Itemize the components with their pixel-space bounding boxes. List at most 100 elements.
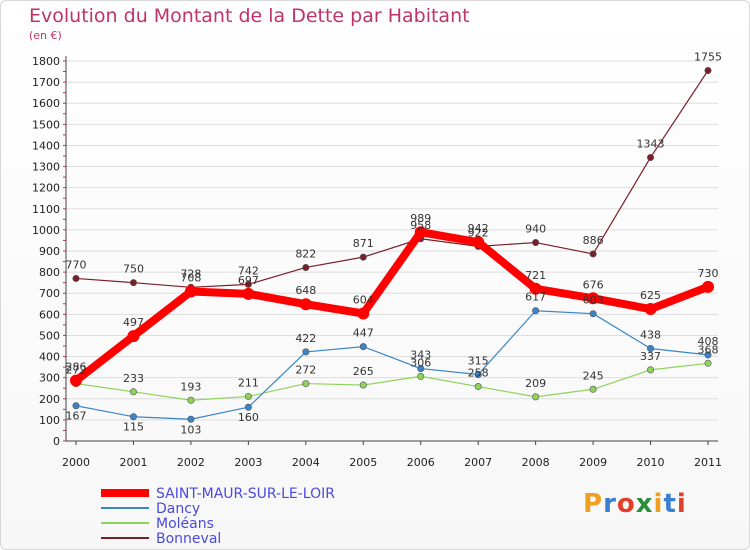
data-point [532, 393, 540, 401]
data-point [129, 388, 137, 396]
data-label: 209 [525, 377, 546, 390]
data-label: 211 [238, 376, 259, 389]
data-label: 115 [123, 421, 144, 434]
data-point [187, 396, 195, 404]
data-label: 447 [353, 327, 374, 340]
data-label: 942 [468, 222, 489, 235]
data-label: 822 [295, 247, 316, 260]
logo-letter: t [663, 489, 677, 519]
data-point [299, 298, 312, 311]
data-point [127, 330, 140, 343]
data-point [359, 381, 367, 389]
data-point [647, 366, 655, 374]
data-point [647, 153, 655, 161]
series-line [75, 310, 709, 420]
data-point [302, 263, 310, 271]
logo-letter: i [676, 489, 687, 519]
data-point [472, 236, 485, 249]
x-tick-label: 2001 [119, 456, 147, 469]
chart-subtitle: (en €) [29, 29, 62, 42]
x-tick-label: 2005 [349, 456, 377, 469]
y-tick-label: 1500 [32, 118, 60, 131]
data-point [302, 380, 310, 388]
data-point [244, 403, 252, 411]
data-label: 625 [640, 289, 661, 302]
data-point [647, 345, 655, 353]
x-tick-label: 2002 [177, 456, 205, 469]
data-point [242, 287, 255, 300]
data-label: 676 [583, 278, 604, 291]
legend-label: Dancy [156, 501, 200, 517]
x-tick-label: 2011 [694, 456, 722, 469]
x-tick-label: 2004 [292, 456, 320, 469]
x-tick-label: 2006 [407, 456, 435, 469]
data-point [129, 279, 137, 287]
data-label: 728 [180, 267, 201, 280]
data-label: 306 [410, 356, 431, 369]
data-point [417, 372, 425, 380]
data-point [702, 280, 714, 293]
y-tick-label: 1300 [32, 161, 60, 174]
data-point [587, 292, 600, 305]
data-point [704, 67, 712, 75]
series-line [75, 362, 709, 401]
data-point [302, 348, 310, 356]
data-label: 272 [66, 364, 87, 377]
data-point [70, 374, 82, 387]
data-point [359, 343, 367, 351]
data-point [244, 280, 252, 288]
data-label: 604 [353, 293, 374, 306]
logo-letter: o [616, 489, 636, 519]
data-point [704, 359, 712, 367]
proxiti-logo: Proxiti [583, 489, 687, 519]
x-tick-label: 2000 [62, 456, 90, 469]
data-label: 368 [698, 343, 719, 356]
y-tick-label: 300 [39, 372, 60, 385]
x-tick-label: 2009 [579, 456, 607, 469]
data-label: 922 [468, 226, 489, 239]
x-tick-label: 2010 [637, 456, 665, 469]
y-tick-label: 100 [39, 414, 60, 427]
data-label: 160 [238, 411, 259, 424]
data-label: 958 [410, 219, 431, 232]
data-point [532, 307, 540, 315]
data-label: 721 [525, 269, 546, 282]
series-line [75, 70, 709, 288]
data-label: 286 [66, 361, 87, 374]
data-label: 193 [180, 380, 201, 393]
data-label: 265 [353, 365, 374, 378]
legend-label: Moléans [156, 516, 214, 532]
legend-label: SAINT-MAUR-SUR-LE-LOIR [156, 486, 335, 502]
logo-letter: i [653, 489, 664, 519]
data-label: 1343 [637, 137, 665, 150]
logo-letter: x [635, 489, 654, 519]
data-point [72, 274, 80, 282]
data-label: 438 [640, 329, 661, 342]
data-point [414, 226, 427, 239]
data-label: 167 [66, 410, 87, 423]
data-label: 697 [238, 274, 259, 287]
data-point [704, 351, 712, 359]
data-point [244, 392, 252, 400]
data-point [359, 253, 367, 261]
data-label: 648 [295, 284, 316, 297]
y-tick-label: 1200 [32, 182, 60, 195]
data-point [474, 383, 482, 391]
data-label: 258 [468, 367, 489, 380]
data-point [532, 239, 540, 247]
data-label: 245 [583, 369, 604, 382]
data-label: 343 [410, 349, 431, 362]
x-tick-label: 2008 [522, 456, 550, 469]
data-point [129, 413, 137, 421]
data-label: 315 [468, 355, 489, 368]
logo-letter: P [583, 489, 604, 519]
x-tick-label: 2003 [234, 456, 262, 469]
data-label: 886 [583, 234, 604, 247]
data-label: 770 [66, 258, 87, 271]
data-point [589, 310, 597, 318]
data-label: 617 [525, 291, 546, 304]
y-tick-label: 1000 [32, 224, 60, 237]
data-point [187, 415, 195, 423]
x-tick-label: 2007 [464, 456, 492, 469]
